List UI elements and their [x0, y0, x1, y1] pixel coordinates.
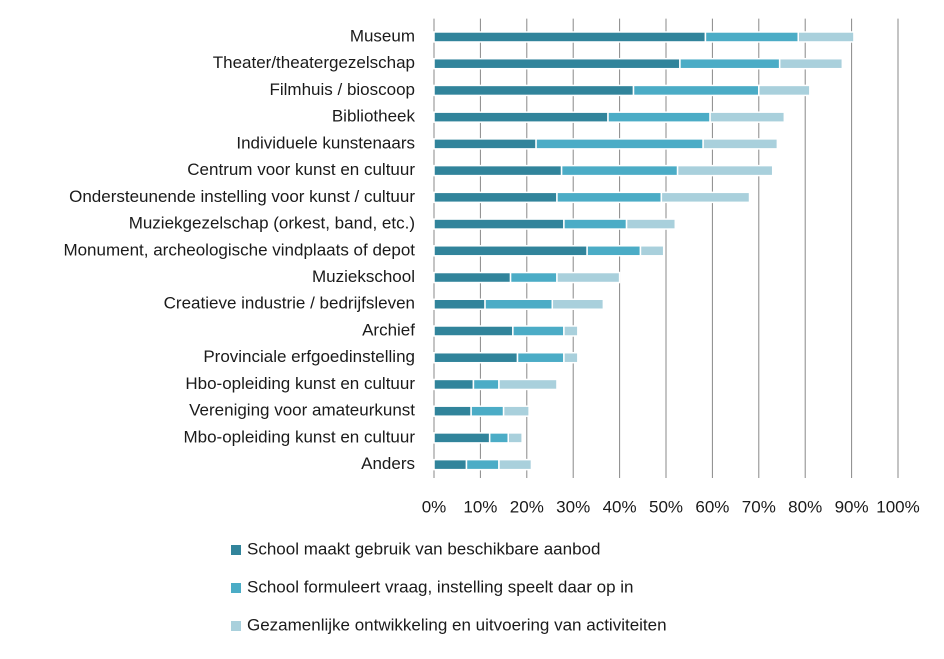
bar-segment: [556, 191, 663, 204]
bar-segment: [433, 271, 512, 284]
bar-segment: [433, 325, 514, 337]
bar-segment: [433, 458, 468, 471]
bar-segment: [433, 432, 491, 444]
y-tick-label: Filmhuis / bioscoop: [269, 80, 415, 99]
bar-segment: [676, 164, 774, 177]
legend-swatch: [231, 621, 241, 631]
bar-segment: [563, 351, 579, 364]
x-tick-label: 80%: [788, 497, 822, 516]
bar-segment: [679, 57, 781, 70]
legend-label: School maakt gebruik van beschikbare aan…: [247, 539, 600, 558]
bar-segment: [502, 405, 530, 417]
bar-segment: [433, 245, 588, 257]
bar-segment: [607, 111, 711, 123]
y-tick-label: Vereniging voor amateurkunst: [189, 401, 415, 420]
bar-segment: [516, 351, 565, 364]
legend-swatch: [231, 545, 241, 555]
bar-segment: [758, 84, 811, 97]
bar-segment: [632, 84, 760, 97]
bar-segment: [551, 298, 605, 311]
x-tick-label: 60%: [695, 497, 729, 516]
bar-segment: [556, 271, 621, 284]
bar-segment: [433, 138, 537, 150]
bar-segment: [465, 458, 500, 471]
y-tick-label: Monument, archeologische vindplaats of d…: [63, 240, 415, 259]
x-tick-label: 40%: [603, 497, 637, 516]
legend-label: School formuleert vraag, instelling spee…: [247, 577, 634, 596]
bar-segment: [433, 31, 707, 43]
y-tick-label: Theater/theatergezelschap: [213, 53, 415, 72]
x-tick-label: 90%: [835, 497, 869, 516]
bar-segment: [433, 351, 519, 364]
y-tick-label: Creatieve industrie / bedrijfsleven: [164, 294, 415, 313]
bar-segment: [512, 325, 565, 337]
bar-segment: [433, 405, 472, 417]
bar-segment: [433, 378, 475, 391]
bar-segment: [625, 218, 677, 230]
bar-segment: [535, 138, 704, 150]
bar-segment: [586, 245, 642, 257]
x-tick-label: 20%: [510, 497, 544, 516]
y-tick-label: Ondersteunende instelling voor kunst / c…: [69, 187, 415, 206]
bar-segment: [433, 164, 563, 177]
y-tick-label: Mbo-opleiding kunst en cultuur: [183, 427, 415, 446]
y-tick-label: Museum: [350, 26, 415, 45]
x-tick-label: 70%: [742, 497, 776, 516]
y-tick-label: Centrum voor kunst en cultuur: [187, 160, 415, 179]
y-tick-label: Provinciale erfgoedinstelling: [203, 347, 415, 366]
bar-segment: [507, 432, 523, 444]
bar-segment: [704, 31, 799, 43]
bar-segment: [563, 218, 628, 230]
bar-segment: [484, 298, 554, 311]
x-tick-label: 100%: [876, 497, 919, 516]
bar-segment: [472, 378, 500, 391]
bar-segment: [563, 325, 579, 337]
bar-segment: [433, 191, 558, 204]
bar-segment: [509, 271, 558, 284]
x-tick-label: 50%: [649, 497, 683, 516]
bar-segment: [560, 164, 679, 177]
y-tick-label: Individuele kunstenaars: [236, 133, 415, 152]
bar-segment: [498, 378, 558, 391]
legend-label: Gezamenlijke ontwikkeling en uitvoering …: [247, 615, 667, 634]
bar-segment: [709, 111, 786, 123]
bar-segment: [488, 432, 509, 444]
y-tick-label: Bibliotheek: [332, 107, 416, 126]
bar-segment: [470, 405, 505, 417]
bar-segment: [797, 31, 855, 43]
bar-segment: [498, 458, 533, 471]
y-tick-label: Anders: [361, 454, 415, 473]
bar-segment: [433, 84, 635, 97]
y-tick-label: Archief: [362, 320, 415, 339]
x-tick-label: 30%: [556, 497, 590, 516]
y-tick-label: Hbo-opleiding kunst en cultuur: [185, 374, 415, 393]
bar-segment: [778, 57, 844, 70]
bar-segment: [433, 298, 486, 311]
bar-segment: [702, 138, 779, 150]
y-tick-label: Muziekgezelschap (orkest, band, etc.): [129, 214, 415, 233]
legend-swatch: [231, 583, 241, 593]
bar-segment: [660, 191, 751, 204]
bar-segment: [433, 218, 565, 230]
x-tick-label: 0%: [422, 497, 447, 516]
bar-segment: [639, 245, 665, 257]
x-tick-label: 10%: [463, 497, 497, 516]
bar-segment: [433, 57, 681, 70]
bar-segment: [433, 111, 609, 123]
y-tick-label: Muziekschool: [312, 267, 415, 286]
